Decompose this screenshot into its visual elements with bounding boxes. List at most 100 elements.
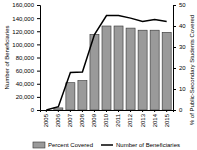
plot: 0 20,000 40,000 60,000 80,000 100,000 120,000 1… xyxy=(12,2,186,127)
tick-label: 100,000 xyxy=(12,42,34,48)
tick: 20,000 xyxy=(16,94,40,100)
tick: 2011 xyxy=(115,110,121,127)
tick: 2007 xyxy=(67,110,73,127)
tick-mark xyxy=(37,58,40,59)
tick-label: 2012 xyxy=(127,113,133,127)
tick-label: 20,000 xyxy=(16,94,35,100)
bar xyxy=(66,83,75,110)
tick-mark xyxy=(46,110,47,112)
tick: 0 xyxy=(173,107,183,113)
tick-label: 2008 xyxy=(79,113,85,127)
tick: 50 xyxy=(173,2,186,8)
marks xyxy=(46,16,171,111)
tick: 0 xyxy=(31,107,40,113)
tick-label: 2014 xyxy=(152,113,158,127)
axis: 2005 2006 2007 2008 2009 2010 2011 2012 2013 2014… xyxy=(41,110,174,127)
tick-label: 2010 xyxy=(103,113,109,127)
tick-mark xyxy=(37,110,40,111)
tick: 120,000 xyxy=(12,29,40,35)
legend-label: Percent Covered xyxy=(48,142,93,148)
legend-item: Number of Beneficiaries xyxy=(101,142,180,148)
tick-mark xyxy=(37,5,40,6)
tick-mark xyxy=(130,110,131,112)
legend-label: Number of Beneficiaries xyxy=(116,142,180,148)
tick: 2012 xyxy=(127,110,133,127)
tick-mark xyxy=(154,110,155,112)
tick-mark xyxy=(166,110,167,112)
tick-mark xyxy=(173,47,176,48)
bar xyxy=(150,30,159,110)
tick-mark xyxy=(106,110,107,112)
chart: 0 20,000 40,000 60,000 80,000 100,000 120,000 1… xyxy=(0,0,197,150)
tick: 20 xyxy=(173,65,186,71)
tick-label: 40,000 xyxy=(16,81,35,87)
axis-title: Number of Beneficiaries xyxy=(4,25,10,89)
axis-line xyxy=(174,6,177,111)
tick-label: 40 xyxy=(179,23,186,29)
tick-label: 20 xyxy=(179,65,186,71)
tick-label: 2007 xyxy=(67,113,73,127)
tick-label: 50 xyxy=(179,2,186,8)
bar xyxy=(102,26,111,110)
tick-mark xyxy=(58,110,59,112)
tick-label: 2009 xyxy=(91,113,97,127)
tick-label: 2015 xyxy=(164,113,170,127)
tick: 40 xyxy=(173,23,186,29)
tick-label: 2005 xyxy=(43,113,49,127)
tick-mark xyxy=(173,89,176,90)
tick: 30 xyxy=(173,44,186,50)
tick-mark xyxy=(37,71,40,72)
tick-mark xyxy=(37,97,40,98)
tick: 160,000 xyxy=(12,2,40,8)
tick-label: 2013 xyxy=(140,113,146,127)
axis: 0 20,000 40,000 60,000 80,000 100,000 120,000 1… xyxy=(12,2,40,113)
tick-label: 0 xyxy=(31,107,35,113)
tick: 2009 xyxy=(91,110,97,127)
bar xyxy=(162,32,171,110)
tick-mark xyxy=(173,5,176,6)
tick-label: 2011 xyxy=(115,113,121,127)
tick-mark xyxy=(118,110,119,112)
tick-label: 160,000 xyxy=(12,2,34,8)
tick: 40,000 xyxy=(16,81,40,87)
tick-label: 140,000 xyxy=(12,16,34,22)
bar xyxy=(114,26,123,110)
tick-label: 2006 xyxy=(55,113,61,127)
bar xyxy=(126,28,135,110)
axis-line xyxy=(37,6,41,111)
tick: 100,000 xyxy=(12,42,40,48)
bar xyxy=(138,30,147,110)
tick: 2013 xyxy=(140,110,146,127)
tick-mark xyxy=(70,110,71,112)
legend-item: Percent Covered xyxy=(33,142,93,148)
tick-mark xyxy=(173,68,176,69)
bar xyxy=(78,81,87,110)
tick-label: 120,000 xyxy=(12,29,34,35)
axis: 01020304050 xyxy=(173,2,186,113)
tick-mark xyxy=(94,110,95,112)
tick: 2010 xyxy=(103,110,109,127)
tick: 80,000 xyxy=(16,55,40,61)
tick-mark xyxy=(82,110,83,112)
tick-mark xyxy=(37,31,40,32)
tick: 140,000 xyxy=(12,16,40,22)
tick: 2015 xyxy=(164,110,170,127)
tick-mark xyxy=(37,44,40,45)
tick-label: 30 xyxy=(179,44,186,50)
tick-label: 80,000 xyxy=(16,55,35,61)
tick: 2006 xyxy=(55,110,61,127)
tick: 2005 xyxy=(43,110,49,127)
tick-mark xyxy=(173,26,176,27)
axis-title: % of Public-Secondary Students Covered xyxy=(189,15,195,125)
tick-label: 60,000 xyxy=(16,68,35,74)
line xyxy=(46,16,166,111)
tick: 2008 xyxy=(79,110,85,127)
tick: 60,000 xyxy=(16,68,40,74)
legend: Percent Covered Number of Beneficiaries xyxy=(33,142,180,148)
tick-label: 0 xyxy=(179,107,183,113)
legend-swatch xyxy=(101,144,113,146)
tick-mark xyxy=(37,18,40,19)
tick-mark xyxy=(142,110,143,112)
axis-line xyxy=(41,111,174,113)
legend-swatch xyxy=(33,142,45,148)
